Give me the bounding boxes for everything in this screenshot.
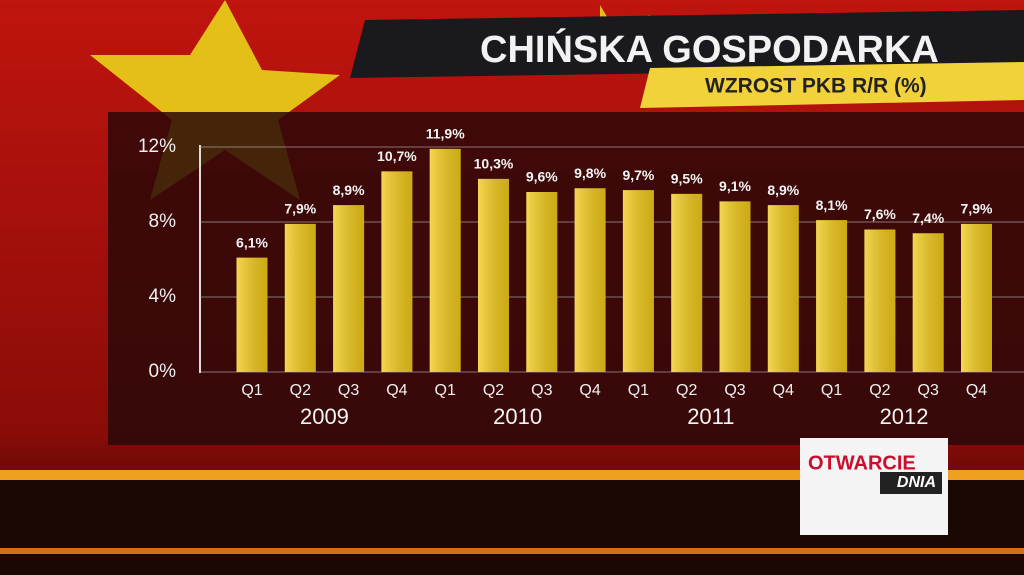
x-tick-label: Q4 bbox=[386, 382, 407, 399]
x-tick-label: Q2 bbox=[483, 382, 504, 399]
bar-shade bbox=[526, 192, 558, 372]
x-tick-label: Q3 bbox=[724, 382, 745, 399]
value-label: 8,9% bbox=[767, 182, 799, 198]
value-label: 9,6% bbox=[526, 169, 558, 185]
y-tick-label: 12% bbox=[138, 136, 176, 157]
group-label: 2011 bbox=[687, 404, 734, 429]
value-label: 8,9% bbox=[333, 182, 365, 198]
value-label: 7,9% bbox=[961, 201, 993, 217]
y-tick-label: 0% bbox=[149, 361, 177, 382]
bar-shade bbox=[333, 205, 365, 372]
group-label: 2012 bbox=[880, 404, 929, 429]
logo-top: OTWARCIE bbox=[808, 452, 916, 474]
bar-shade bbox=[478, 178, 509, 372]
value-label: 8,1% bbox=[816, 197, 848, 213]
value-label: 9,5% bbox=[671, 171, 703, 187]
bar-shade bbox=[429, 148, 461, 372]
bar-shade bbox=[961, 223, 992, 372]
stage-stripe bbox=[0, 548, 1024, 554]
y-tick-label: 4% bbox=[149, 286, 177, 307]
bar-shade bbox=[912, 233, 944, 372]
x-tick-label: Q1 bbox=[241, 382, 262, 399]
x-tick-label: Q2 bbox=[869, 382, 890, 399]
bar-shade bbox=[767, 205, 799, 372]
group-label: 2010 bbox=[493, 404, 542, 429]
x-tick-label: Q1 bbox=[821, 382, 842, 399]
bar-shade bbox=[284, 223, 316, 372]
x-tick-label: Q2 bbox=[290, 382, 311, 399]
value-label: 11,9% bbox=[426, 126, 465, 142]
x-tick-label: Q1 bbox=[628, 382, 649, 399]
logo-bottom: DNIA bbox=[897, 474, 936, 491]
value-label: 10,3% bbox=[474, 156, 514, 172]
x-tick-label: Q3 bbox=[918, 382, 939, 399]
value-label: 10,7% bbox=[377, 148, 417, 164]
bar-shade bbox=[816, 220, 848, 372]
bar-shade bbox=[671, 193, 703, 372]
x-tick-label: Q3 bbox=[338, 382, 359, 399]
x-tick-label: Q4 bbox=[579, 382, 600, 399]
subtitle-banner bbox=[640, 62, 1024, 108]
x-tick-label: Q4 bbox=[773, 382, 794, 399]
x-tick-label: Q4 bbox=[966, 382, 987, 399]
x-tick-label: Q3 bbox=[531, 382, 552, 399]
bar-shade bbox=[864, 229, 896, 372]
x-tick-label: Q1 bbox=[435, 382, 456, 399]
value-label: 6,1% bbox=[236, 234, 268, 250]
bar-shade bbox=[622, 190, 654, 372]
bar-shade bbox=[381, 171, 413, 372]
logo-tag bbox=[880, 472, 942, 494]
title-banner bbox=[350, 10, 1024, 78]
value-label: 9,1% bbox=[719, 178, 751, 194]
value-label: 7,9% bbox=[284, 201, 316, 217]
x-tick-label: Q2 bbox=[676, 382, 697, 399]
stage-stripe bbox=[0, 470, 1024, 480]
group-label: 2009 bbox=[300, 404, 349, 429]
bar-shade bbox=[236, 257, 268, 372]
bar-shade bbox=[574, 188, 606, 372]
value-label: 7,4% bbox=[912, 210, 944, 226]
value-label: 7,6% bbox=[864, 206, 896, 222]
chart-subtitle: WZROST PKB R/R (%) bbox=[705, 75, 927, 98]
chart-title: CHIŃSKA GOSPODARKA bbox=[480, 27, 939, 71]
bar-shade bbox=[719, 201, 751, 372]
value-label: 9,8% bbox=[574, 165, 606, 181]
value-label: 9,7% bbox=[622, 167, 654, 183]
y-tick-label: 8% bbox=[149, 211, 177, 232]
